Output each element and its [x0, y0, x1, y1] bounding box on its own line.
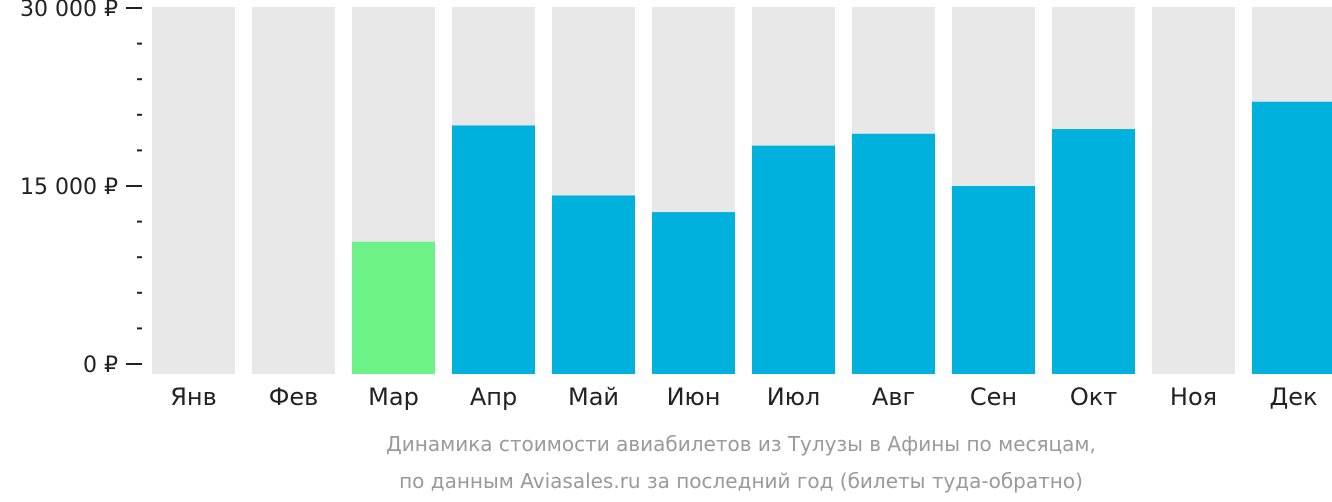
bar — [1252, 101, 1332, 374]
chart-caption-line-1: Динамика стоимости авиабилетов из Тулузы… — [386, 432, 1096, 456]
bar-track — [152, 7, 235, 374]
x-axis-labels: Янв Фев Мар Апр Май Июн Июл Авг Сен Окт Ноя Дек — [170, 383, 1317, 411]
bar — [1052, 129, 1135, 374]
bar — [952, 186, 1035, 374]
x-tick-label: Янв — [170, 383, 217, 411]
x-tick-label: Авг — [872, 383, 915, 411]
x-tick-label: Окт — [1070, 383, 1117, 411]
bar — [652, 212, 735, 374]
bar — [852, 133, 935, 374]
x-tick-label: Дек — [1269, 383, 1317, 411]
bar — [352, 241, 435, 374]
chart-caption-line-2: по данным Aviasales.ru за последний год … — [399, 469, 1083, 493]
bar-track — [1152, 7, 1235, 374]
x-tick-label: Июл — [767, 383, 821, 411]
y-tick-label: 15 000 ₽ — [20, 175, 118, 200]
bar-track — [252, 7, 335, 374]
x-tick-label: Июн — [667, 383, 721, 411]
bar — [752, 145, 835, 374]
y-tick-label: 30 000 ₽ — [20, 0, 118, 22]
x-tick-label: Мар — [368, 383, 419, 411]
x-tick-label: Апр — [470, 383, 517, 411]
x-tick-label: Ноя — [1170, 383, 1217, 411]
x-tick-label: Фев — [269, 383, 319, 411]
x-tick-label: Май — [568, 383, 619, 411]
bars — [152, 7, 1332, 374]
bar — [452, 125, 535, 374]
bar — [552, 195, 635, 374]
y-tick-label: 0 ₽ — [83, 353, 118, 378]
y-axis: 0 ₽ 15 000 ₽ 30 000 ₽ — [20, 0, 142, 378]
x-tick-label: Сен — [970, 383, 1017, 411]
